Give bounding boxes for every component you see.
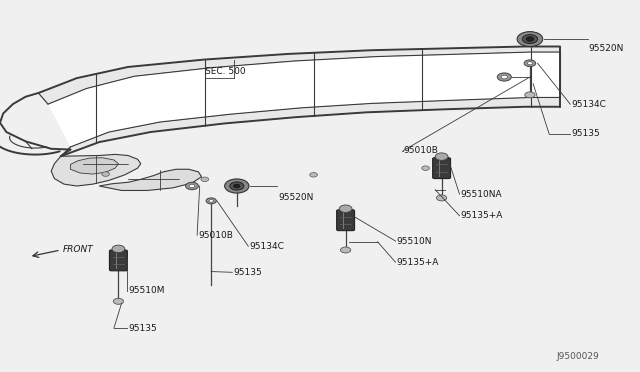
Text: 95134C: 95134C — [250, 242, 284, 251]
Circle shape — [209, 199, 214, 202]
Circle shape — [340, 247, 351, 253]
Text: FRONT: FRONT — [63, 245, 93, 254]
Circle shape — [201, 177, 209, 182]
FancyBboxPatch shape — [433, 158, 451, 179]
FancyBboxPatch shape — [337, 210, 355, 231]
Polygon shape — [51, 154, 141, 186]
Text: 95520N: 95520N — [278, 193, 314, 202]
Circle shape — [189, 185, 195, 188]
Circle shape — [234, 184, 240, 188]
Circle shape — [422, 166, 429, 170]
Text: 95134C: 95134C — [572, 100, 606, 109]
Circle shape — [522, 35, 538, 44]
Text: 95010B: 95010B — [198, 231, 233, 240]
Text: J9500029: J9500029 — [557, 352, 600, 361]
Text: 95135: 95135 — [572, 129, 600, 138]
Polygon shape — [99, 169, 202, 190]
Text: 95135+A: 95135+A — [397, 258, 439, 267]
Circle shape — [230, 182, 244, 190]
Circle shape — [206, 198, 216, 204]
FancyBboxPatch shape — [109, 250, 127, 271]
Circle shape — [435, 153, 448, 160]
Circle shape — [526, 37, 534, 41]
Circle shape — [517, 32, 543, 46]
Text: 95135: 95135 — [128, 324, 157, 333]
Circle shape — [310, 173, 317, 177]
Polygon shape — [48, 52, 560, 147]
Text: 95510N: 95510N — [397, 237, 432, 246]
Text: 95520N: 95520N — [589, 44, 624, 53]
Circle shape — [436, 195, 447, 201]
Text: 95135+A: 95135+A — [461, 211, 503, 220]
Polygon shape — [70, 158, 118, 174]
Circle shape — [112, 245, 125, 253]
Circle shape — [527, 62, 532, 65]
Circle shape — [186, 182, 198, 190]
Text: 95510M: 95510M — [128, 286, 164, 295]
Circle shape — [102, 172, 109, 176]
Circle shape — [497, 73, 511, 81]
Text: 95010B: 95010B — [403, 146, 438, 155]
Text: SEC. 500: SEC. 500 — [205, 67, 245, 76]
Circle shape — [501, 75, 508, 79]
Circle shape — [225, 179, 249, 193]
Circle shape — [339, 205, 352, 212]
Circle shape — [525, 92, 535, 98]
Text: 95510NA: 95510NA — [461, 190, 502, 199]
Text: 95135: 95135 — [234, 268, 262, 277]
Circle shape — [113, 298, 124, 304]
Polygon shape — [38, 46, 560, 104]
Circle shape — [524, 60, 536, 67]
Polygon shape — [61, 97, 560, 156]
